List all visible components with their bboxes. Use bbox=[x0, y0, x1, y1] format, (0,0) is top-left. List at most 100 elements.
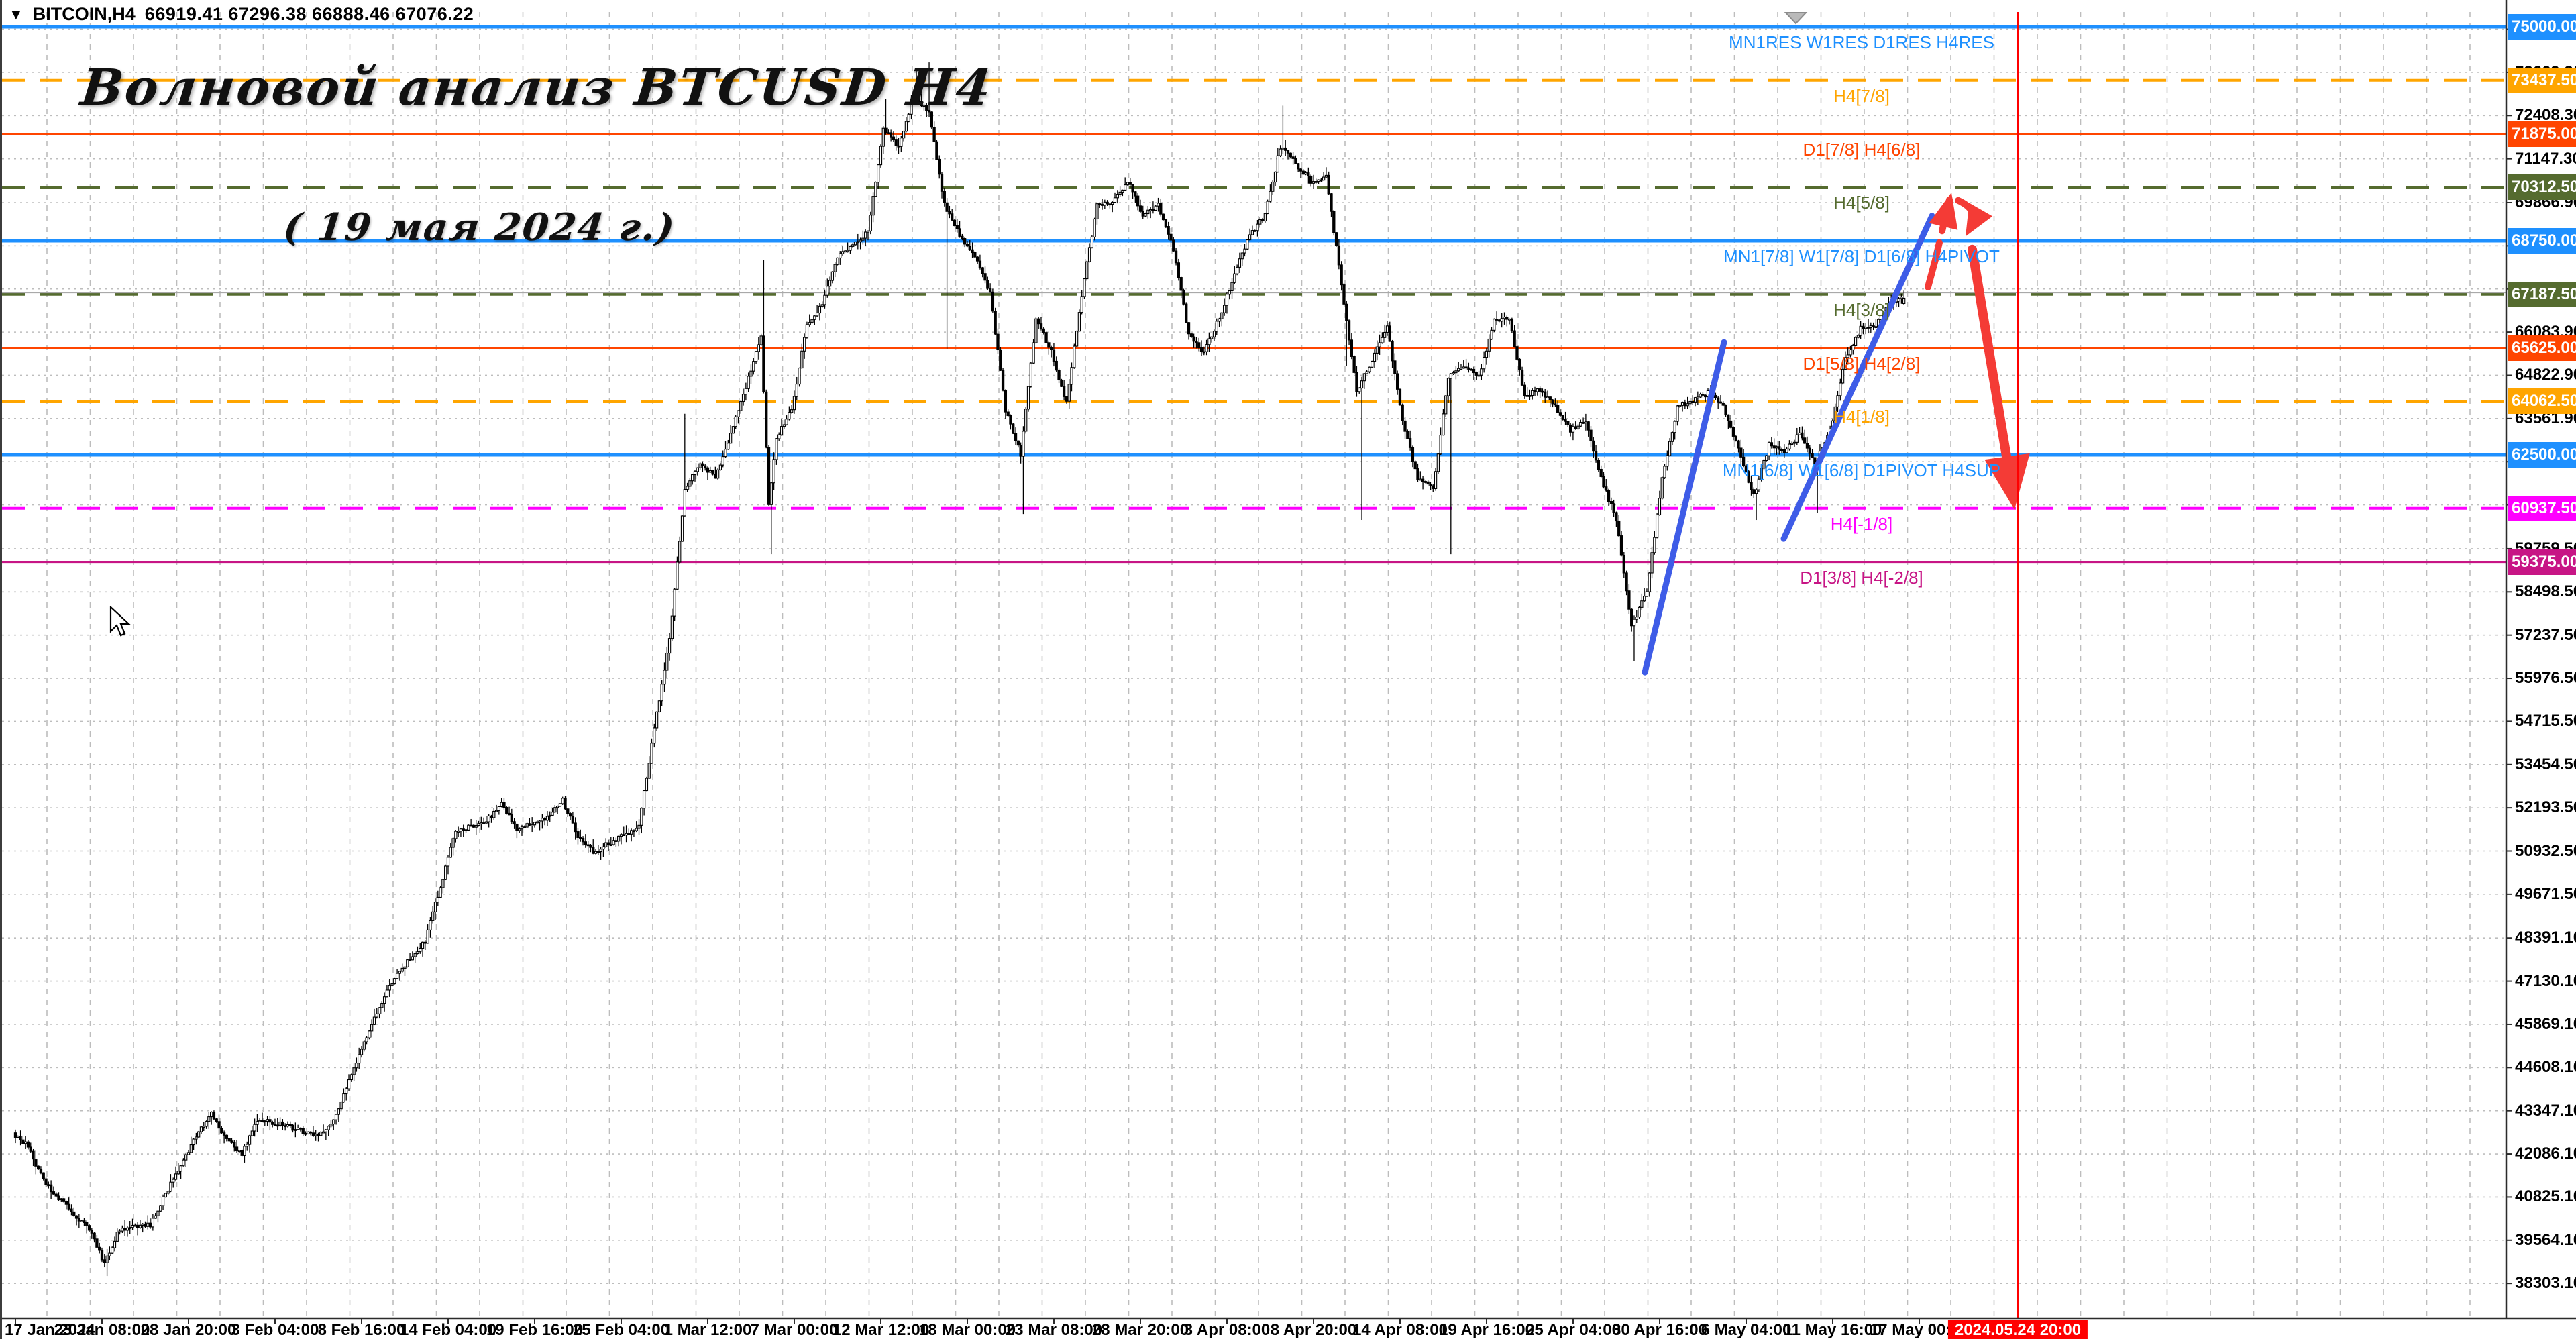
candle-body bbox=[1383, 331, 1387, 338]
candle-body bbox=[1362, 373, 1366, 382]
candle-body bbox=[250, 1130, 254, 1136]
candle-body bbox=[1248, 234, 1252, 241]
forecast-arrowhead-hook[interactable] bbox=[1966, 203, 1993, 237]
candle-body bbox=[769, 482, 773, 505]
candle-body bbox=[558, 803, 562, 807]
level-label: D1[5/8] H4[2/8] bbox=[1803, 353, 1921, 374]
candle-body bbox=[1215, 321, 1218, 332]
candle-body bbox=[1724, 405, 1727, 415]
candle-body bbox=[1785, 448, 1788, 453]
candle-body bbox=[368, 1030, 371, 1038]
candle-body bbox=[235, 1146, 239, 1151]
candle-body bbox=[1902, 297, 1906, 305]
candle-body bbox=[1373, 352, 1377, 362]
candle-body bbox=[1866, 327, 1870, 329]
candle-body bbox=[1314, 181, 1318, 183]
candle-body bbox=[1564, 419, 1567, 422]
candle-body bbox=[871, 196, 875, 216]
candle-body bbox=[385, 989, 389, 998]
candle-body bbox=[1260, 219, 1265, 222]
price-tick-label: 64822.90 bbox=[2515, 366, 2576, 384]
candle-body bbox=[900, 138, 903, 147]
candle-body bbox=[1085, 261, 1089, 280]
candle-body bbox=[1218, 318, 1221, 322]
candle-body bbox=[1273, 171, 1277, 183]
candle-body bbox=[176, 1171, 180, 1175]
candle-body bbox=[271, 1122, 274, 1125]
candle-body bbox=[828, 280, 832, 287]
candle-body bbox=[108, 1252, 111, 1256]
candle-body bbox=[938, 158, 941, 175]
candle-body bbox=[889, 132, 893, 138]
candle-body bbox=[85, 1222, 89, 1226]
candle-body bbox=[1467, 367, 1470, 370]
candle-body bbox=[1250, 230, 1254, 235]
candle-body bbox=[655, 711, 659, 729]
candle-body bbox=[1556, 405, 1560, 413]
candle-body bbox=[1507, 318, 1511, 321]
candle-body bbox=[1757, 478, 1761, 490]
candle-body bbox=[619, 834, 623, 837]
candle-body bbox=[1523, 384, 1526, 396]
candle-body bbox=[688, 480, 692, 487]
candle-body bbox=[823, 294, 826, 305]
candle-body bbox=[1161, 213, 1165, 221]
symbol-dropdown-icon[interactable]: ▼ bbox=[9, 5, 23, 23]
candle-body bbox=[1070, 367, 1073, 385]
candle-body bbox=[785, 419, 788, 425]
candle-body bbox=[1841, 368, 1845, 384]
forecast-arrow-down[interactable] bbox=[1968, 244, 2015, 486]
candle-body bbox=[1009, 415, 1012, 425]
price-level-badge: 68750.00 bbox=[2508, 228, 2576, 254]
forecast-arrowhead-up[interactable] bbox=[1929, 193, 1958, 230]
candle-body bbox=[1474, 372, 1478, 376]
candle-body bbox=[1772, 445, 1776, 449]
candle-body bbox=[555, 806, 559, 808]
candle-body bbox=[1505, 317, 1509, 320]
candle-body bbox=[416, 951, 419, 954]
candle-body bbox=[294, 1129, 297, 1131]
forecast-arrow-up[interactable] bbox=[1925, 256, 1939, 290]
candle-body bbox=[243, 1146, 246, 1156]
candle-body bbox=[342, 1093, 345, 1103]
candle-body bbox=[74, 1215, 78, 1219]
candle-body bbox=[951, 213, 954, 221]
candle-body bbox=[1605, 486, 1608, 491]
trendline-blue[interactable] bbox=[1780, 213, 1935, 542]
candle-body bbox=[1805, 443, 1809, 449]
candle-body bbox=[1576, 425, 1580, 429]
candle-body bbox=[894, 139, 898, 146]
price-tick-label: 43347.10 bbox=[2515, 1101, 2576, 1120]
candle-body bbox=[963, 238, 967, 245]
candle-body bbox=[693, 471, 697, 476]
candle-body bbox=[887, 132, 890, 135]
candle-body bbox=[1291, 156, 1295, 159]
price-tick-label: 55976.50 bbox=[2515, 669, 2576, 688]
candle-body bbox=[1436, 453, 1440, 472]
candle-body bbox=[907, 113, 910, 122]
candle-body bbox=[1864, 327, 1868, 329]
level-label: D1[3/8] H4[-2/8] bbox=[1800, 567, 1923, 588]
candle-body bbox=[1444, 395, 1448, 415]
trendline-blue[interactable] bbox=[1642, 339, 1727, 676]
forecast-arrow-up[interactable] bbox=[1932, 196, 1953, 264]
candle-body bbox=[1790, 443, 1794, 445]
candle-body bbox=[253, 1124, 256, 1132]
candle-body bbox=[1680, 402, 1684, 406]
candle-body bbox=[1579, 421, 1582, 427]
candle-body bbox=[851, 244, 855, 247]
grid bbox=[2, 12, 2506, 1318]
symbol-label[interactable]: BITCOIN,H4 bbox=[32, 4, 136, 24]
date-label: 30 Apr 16:00 bbox=[1612, 1321, 1707, 1339]
candle-body bbox=[1678, 405, 1682, 407]
candle-body bbox=[718, 464, 722, 470]
candle-body bbox=[1253, 230, 1256, 232]
candle-body bbox=[744, 388, 748, 395]
candle-body bbox=[765, 391, 768, 448]
price-tick-label: 40825.10 bbox=[2515, 1187, 2576, 1206]
candle-body bbox=[708, 470, 712, 473]
candle-body bbox=[1482, 357, 1486, 370]
candle-body bbox=[42, 1172, 45, 1179]
